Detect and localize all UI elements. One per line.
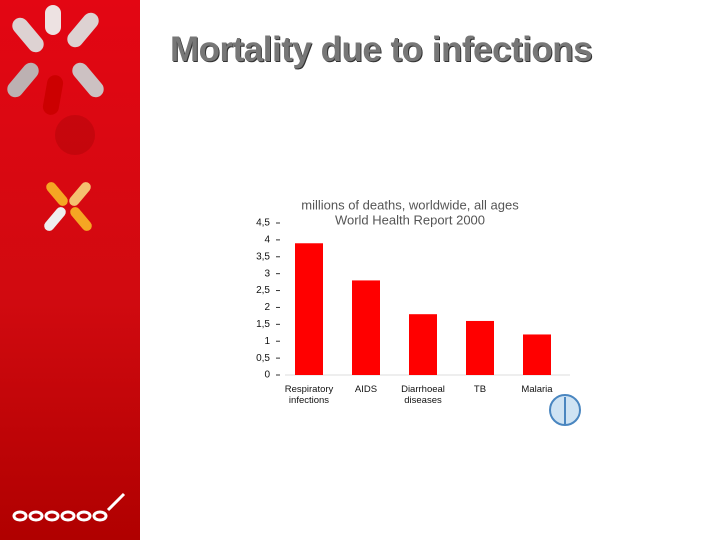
bar: [523, 334, 551, 375]
slide-title: Mortality due to infections: [170, 30, 593, 69]
y-tick-label: 1: [264, 336, 270, 347]
y-tick-label: 2: [264, 302, 270, 313]
x-tick-label: AIDS: [354, 384, 378, 395]
y-tick-label: 3,5: [256, 251, 270, 262]
sidebar-art: [7, 5, 126, 522]
x-tick-label: Diarrhoeal diseases: [401, 384, 445, 406]
x-tick-label: Malaria: [521, 384, 553, 395]
y-tick-label: 1,5: [256, 319, 270, 330]
y-tick-label: 0: [264, 370, 270, 381]
y-tick-label: 0,5: [256, 353, 270, 364]
x-tick-label: Respiratory infections: [284, 384, 334, 406]
chart-source: World Health Report 2000: [335, 212, 485, 227]
y-tick-label: 4,5: [256, 218, 270, 229]
y-tick-label: 4: [264, 235, 270, 246]
x-tick-label: TB: [473, 384, 487, 395]
bar: [466, 320, 494, 375]
bar: [409, 314, 437, 375]
y-tick-label: 2,5: [256, 285, 270, 296]
bar: [295, 243, 323, 375]
bar: [352, 280, 380, 375]
who-logo: [549, 394, 581, 426]
sidebar: [0, 0, 140, 540]
chart-subtitle: millions of deaths, worldwide, all ages: [301, 197, 519, 212]
y-tick-label: 3: [264, 268, 270, 279]
